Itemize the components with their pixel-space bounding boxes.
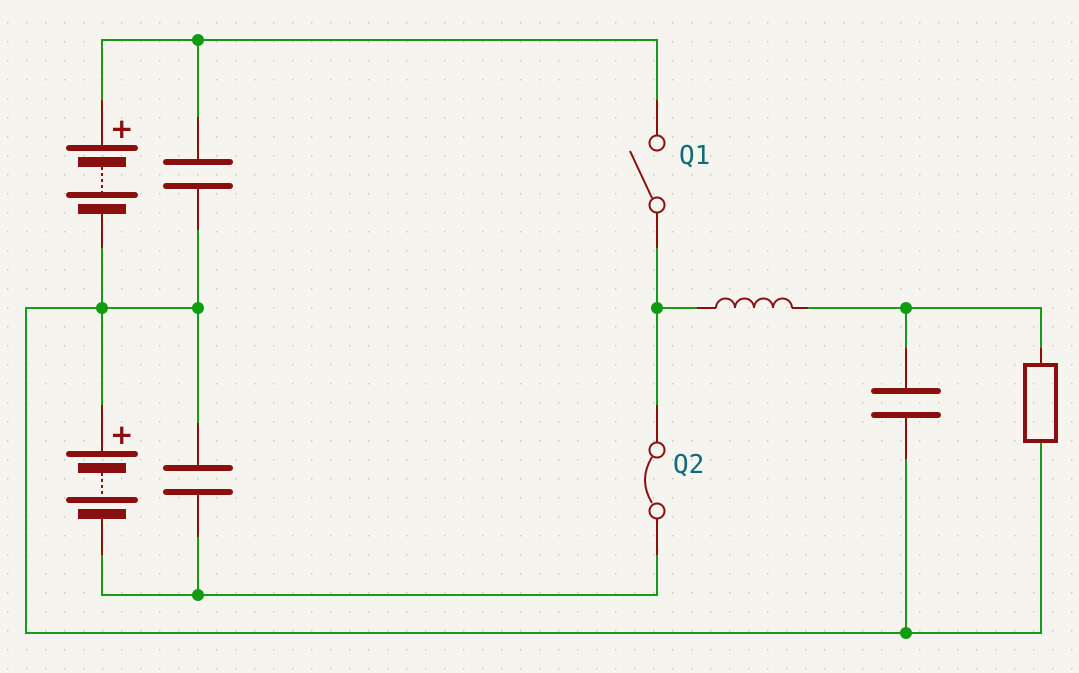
junction-dot — [651, 302, 663, 314]
capacitor-top — [163, 117, 233, 230]
junction-dot — [96, 302, 108, 314]
battery-bottom-plus: + — [110, 418, 133, 451]
battery-top-plus: + — [110, 112, 133, 145]
wire-outer-loop — [25, 307, 1042, 634]
wires — [25, 39, 1042, 634]
wire-bottom-rail — [101, 554, 658, 596]
capacitor-output — [871, 348, 941, 459]
capacitor-bottom — [163, 423, 233, 537]
battery-top: + — [66, 100, 138, 248]
switch-q1: Q1 — [629, 100, 710, 248]
junction-dot — [192, 302, 204, 314]
junctions — [96, 34, 912, 639]
resistor-load — [1023, 348, 1058, 443]
inductor — [697, 297, 808, 309]
battery-bottom: + — [66, 405, 138, 555]
switch-q2: Q2 — [644, 405, 704, 555]
junction-dot — [192, 589, 204, 601]
junction-dot — [900, 302, 912, 314]
junction-dot — [900, 627, 912, 639]
wire-top-rail — [101, 39, 658, 101]
grid-dots — [7, 22, 1073, 670]
switch-q1-label: Q1 — [679, 141, 710, 171]
switch-q2-label: Q2 — [673, 450, 704, 480]
junction-dot — [192, 34, 204, 46]
wire-output-top — [807, 307, 1042, 349]
